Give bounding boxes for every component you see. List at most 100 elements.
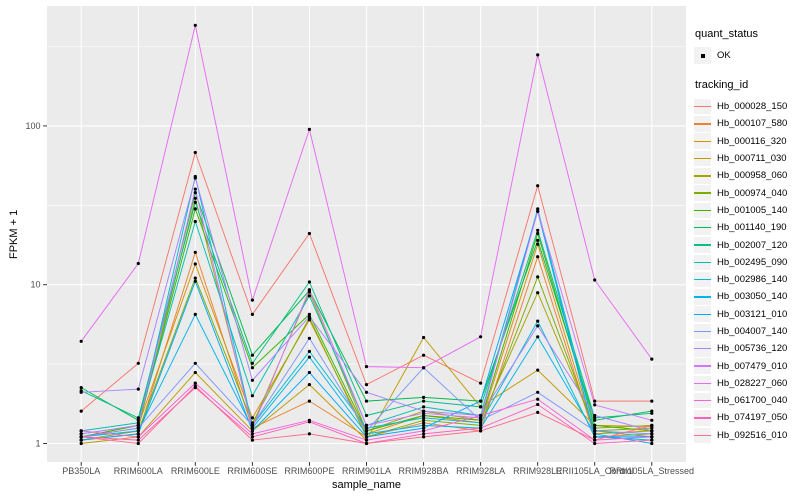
legend-item-Hb_002007_120[interactable]: Hb_002007_120	[694, 236, 800, 253]
series-color-swatch	[694, 399, 711, 402]
data-point	[422, 426, 426, 430]
legend-item-label: Hb_000711_030	[717, 153, 787, 165]
data-point	[193, 250, 197, 254]
legend-item-Hb_001140_190[interactable]: Hb_001140_190	[694, 219, 800, 236]
data-point	[593, 441, 597, 446]
legend-title-quant-status: quant_status	[695, 28, 758, 40]
legend-item-Hb_007479_010[interactable]: Hb_007479_010	[694, 357, 800, 374]
legend-key-box	[694, 410, 711, 426]
data-point	[536, 53, 540, 57]
data-point	[193, 187, 197, 191]
x-tick-label: RRIM901LA	[342, 466, 391, 476]
data-point	[136, 261, 140, 266]
legend-item-Hb_002495_090[interactable]: Hb_002495_090	[694, 254, 800, 271]
data-point	[650, 357, 654, 361]
y-tick-label: 100	[25, 121, 40, 131]
legend-item-Hb_002986_140[interactable]: Hb_002986_140	[694, 271, 800, 288]
data-point	[136, 418, 140, 422]
legend-item-Hb_028227_060[interactable]: Hb_028227_060	[694, 375, 800, 392]
data-point	[650, 426, 654, 430]
data-point	[536, 368, 540, 372]
data-point	[136, 435, 140, 439]
data-point	[193, 279, 197, 283]
data-point	[193, 361, 197, 365]
data-point	[650, 411, 654, 415]
data-point	[136, 421, 140, 425]
data-point	[193, 176, 197, 180]
data-point	[479, 405, 483, 409]
data-point	[364, 365, 369, 369]
data-point	[193, 384, 197, 388]
legend-item-label: Hb_000028_150	[717, 101, 788, 113]
legend-key-box	[694, 116, 711, 132]
x-axis-title: sample_name	[331, 479, 402, 491]
legend-item-label: Hb_061700_040	[717, 395, 788, 407]
legend-key-box	[694, 427, 711, 444]
legend-key-box	[694, 375, 711, 392]
data-point	[650, 429, 654, 433]
x-tick-label: RRIM928BA	[399, 466, 449, 476]
data-point	[650, 441, 654, 446]
data-point	[650, 423, 654, 427]
legend-item-Hb_000974_040[interactable]: Hb_000974_040	[694, 184, 800, 201]
legend-item-Hb_000958_060[interactable]: Hb_000958_060	[694, 167, 800, 184]
data-point	[307, 432, 311, 436]
series-color-swatch	[694, 313, 711, 315]
data-point	[479, 413, 483, 418]
data-point	[479, 335, 483, 339]
legend-item-Hb_005736_120[interactable]: Hb_005736_120	[694, 340, 800, 357]
data-point	[422, 432, 426, 436]
legend-item-ok[interactable]: OK	[694, 47, 800, 64]
series-color-swatch	[694, 105, 711, 108]
data-point	[250, 435, 254, 439]
legend-item-label: Hb_000958_060	[717, 170, 788, 182]
legend-item-Hb_000116_320[interactable]: Hb_000116_320	[694, 133, 800, 150]
data-point	[422, 366, 426, 370]
data-point	[364, 423, 369, 427]
data-point	[307, 294, 311, 298]
data-point	[536, 390, 540, 394]
legend-key-box	[694, 150, 711, 167]
legend-key-box	[694, 323, 711, 340]
data-point	[536, 275, 540, 279]
data-point	[79, 409, 83, 413]
data-point	[250, 298, 254, 302]
data-point	[79, 390, 83, 394]
data-point	[536, 184, 540, 188]
legend-item-Hb_000711_030[interactable]: Hb_000711_030	[694, 150, 800, 167]
legend-key-box	[694, 306, 711, 322]
data-point	[193, 370, 197, 375]
legend-item-Hb_074197_050[interactable]: Hb_074197_050	[694, 409, 800, 426]
data-point	[650, 438, 654, 442]
legend-item-Hb_000107_580[interactable]: Hb_000107_580	[694, 115, 800, 132]
data-point	[364, 399, 369, 403]
legend-item-Hb_004007_140[interactable]: Hb_004007_140	[694, 323, 800, 340]
legend-key-box	[694, 289, 711, 305]
data-point	[536, 402, 540, 407]
data-point	[250, 421, 254, 425]
data-point	[364, 438, 369, 442]
legend-key-box	[694, 133, 711, 149]
data-point	[79, 429, 83, 433]
legend-item-Hb_001005_140[interactable]: Hb_001005_140	[694, 202, 800, 219]
legend-item-label: Hb_007479_010	[717, 360, 788, 372]
data-point	[422, 335, 426, 340]
legend-item-Hb_061700_040[interactable]: Hb_061700_040	[694, 392, 800, 409]
data-point	[593, 413, 597, 418]
series-color-swatch	[694, 123, 711, 125]
data-point	[364, 429, 369, 433]
data-point	[479, 381, 483, 385]
data-point	[307, 355, 311, 359]
legend-item-Hb_003121_010[interactable]: Hb_003121_010	[694, 306, 800, 323]
legend-item-Hb_000028_150[interactable]: Hb_000028_150	[694, 98, 800, 115]
data-point	[593, 403, 597, 407]
data-point	[593, 423, 597, 427]
data-point	[79, 386, 83, 390]
legend-item-label: Hb_004007_140	[717, 326, 788, 337]
series-color-swatch	[694, 244, 711, 246]
data-point	[364, 426, 369, 430]
data-point	[536, 397, 540, 401]
legend-item-Hb_003050_140[interactable]: Hb_003050_140	[694, 288, 800, 305]
legend-item-Hb_092516_010[interactable]: Hb_092516_010	[694, 427, 800, 444]
